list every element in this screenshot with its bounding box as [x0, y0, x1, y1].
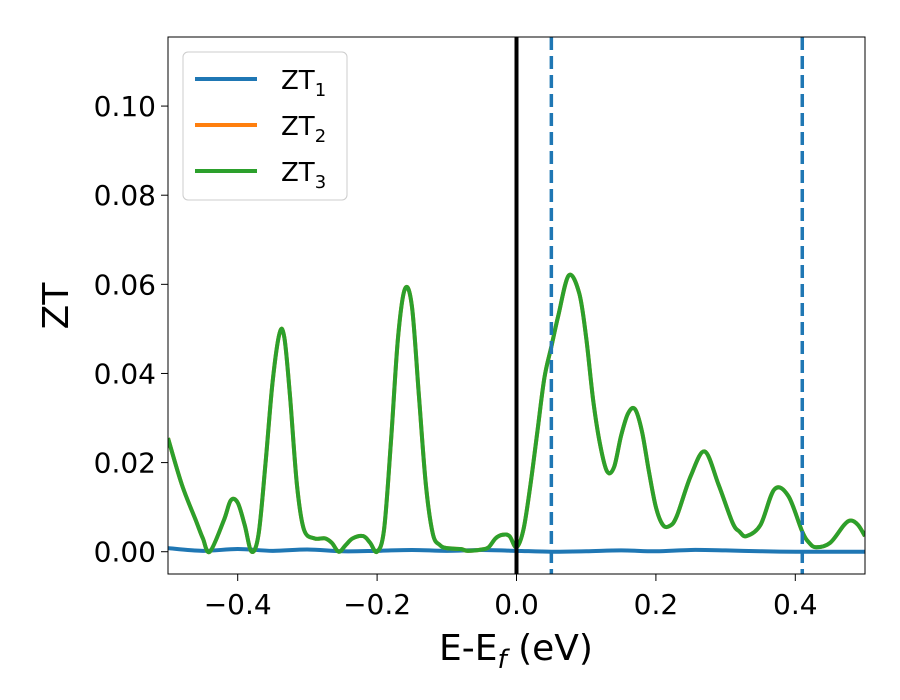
y-tick-label: 0.10	[94, 90, 156, 123]
x-tick-label: −0.4	[204, 588, 272, 621]
y-tick-label: 0.06	[94, 268, 156, 301]
legend-label-zt3: ZT3	[281, 158, 326, 193]
y-axis-label: ZT	[36, 282, 77, 330]
y-tick-label: 0.08	[94, 179, 156, 212]
x-tick-label: 0.0	[494, 588, 539, 621]
y-tick-label: 0.04	[94, 357, 156, 390]
y-tick-label: 0.02	[94, 447, 156, 480]
legend-box	[182, 51, 348, 201]
x-tick-label: 0.2	[634, 588, 679, 621]
x-tick-label: 0.4	[773, 588, 818, 621]
legend: ZT1 ZT2 ZT3	[182, 51, 348, 201]
plot-area	[168, 37, 865, 574]
x-axis: −0.4 −0.2 0.0 0.2 0.4	[204, 574, 818, 621]
legend-label-zt2: ZT2	[281, 112, 326, 147]
y-tick-label: 0.00	[94, 536, 156, 569]
y-axis: 0.00 0.02 0.04 0.06 0.08 0.10	[94, 90, 168, 569]
x-axis-label: E-Ef (eV)	[439, 628, 593, 675]
series-line-zt3	[168, 272, 865, 555]
x-tick-label: −0.2	[343, 588, 411, 621]
legend-label-zt1: ZT1	[281, 66, 326, 101]
